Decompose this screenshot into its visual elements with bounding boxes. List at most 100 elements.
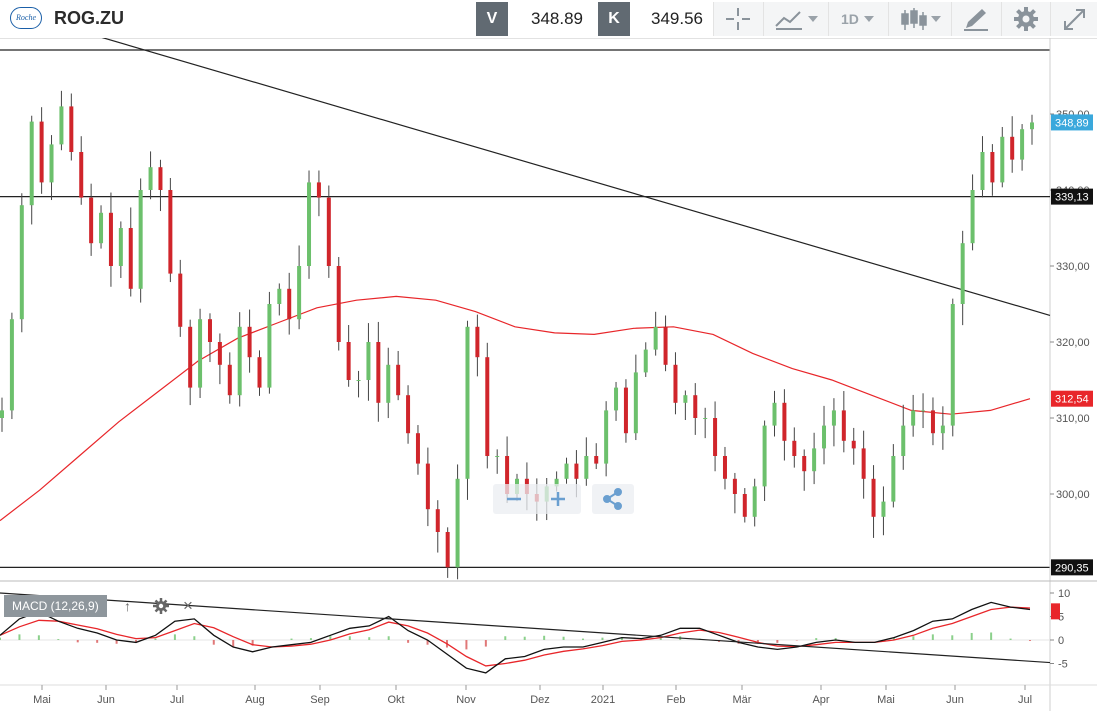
candle-body: [1010, 136, 1015, 160]
y-tick-label: 300,00: [1056, 489, 1090, 501]
macd-line: [0, 601, 1031, 674]
candle-body: [207, 319, 212, 342]
draw-tools-button[interactable]: [951, 2, 1001, 36]
candle-body: [1030, 122, 1034, 130]
macd-move-up-button[interactable]: ↑: [124, 598, 131, 614]
candle-body: [0, 410, 4, 418]
macd-trendline: [0, 592, 1051, 664]
candle-body: [198, 319, 203, 388]
last-price-label-bg: [1051, 114, 1093, 131]
share-button[interactable]: [592, 484, 634, 514]
candle-body: [950, 304, 955, 426]
candle-body: [495, 456, 500, 457]
bid-price-box[interactable]: V 348.89: [476, 2, 589, 36]
candle-body: [891, 456, 896, 502]
macd-close-button[interactable]: ×: [183, 596, 193, 615]
candle-body: [89, 197, 94, 244]
expand-icon: [1064, 9, 1085, 30]
candle-body: [326, 197, 331, 266]
gear-icon: [1014, 7, 1038, 31]
x-tick-label: Okt: [387, 694, 404, 706]
ma-value-label: 312,54: [1055, 394, 1089, 406]
zoom-out-icon[interactable]: [493, 484, 581, 514]
candle-body: [604, 410, 609, 464]
macd-settings-button[interactable]: [152, 595, 170, 623]
candle-body: [564, 463, 569, 479]
candle-body: [415, 433, 420, 464]
x-tick-label: Jul: [170, 694, 184, 706]
macd-y-tick-label: -5: [1058, 659, 1068, 671]
x-tick-label: Aug: [245, 694, 265, 706]
crosshair-button[interactable]: [713, 2, 763, 36]
candle-body: [336, 266, 341, 342]
bid-tag: V: [476, 2, 508, 36]
candle-body: [247, 326, 252, 358]
candle-body: [822, 425, 827, 449]
ask-tag: K: [598, 2, 630, 36]
ma-value-label-bg: [1051, 390, 1093, 407]
candle-body: [307, 182, 312, 266]
candle-body: [59, 106, 64, 145]
ask-value: 349.56: [651, 9, 703, 28]
candle-body: [802, 456, 807, 472]
candle-body: [930, 410, 935, 434]
candle-body: [29, 121, 34, 206]
candle-body: [881, 501, 886, 517]
x-tick-label: 2021: [591, 694, 615, 706]
candle-body: [713, 418, 718, 456]
candle-body: [138, 190, 143, 289]
candle-body: [227, 364, 232, 396]
candle-body: [257, 357, 262, 388]
candle-body: [277, 288, 282, 304]
x-tick-label: Mär: [733, 694, 752, 706]
y-tick-label: 330,00: [1056, 261, 1090, 273]
support-label: 290,35: [1055, 562, 1089, 574]
candle-body: [128, 228, 133, 289]
fullscreen-button[interactable]: [1050, 2, 1097, 36]
candle-body: [1020, 129, 1025, 160]
macd-indicator-label[interactable]: MACD (12,26,9): [4, 595, 107, 617]
candle-body: [871, 478, 876, 517]
candle-body: [752, 486, 757, 517]
candle-body: [722, 456, 727, 479]
candle-body: [623, 387, 628, 434]
candle-body: [425, 463, 430, 510]
candle-body: [158, 167, 163, 190]
candle-body: [732, 478, 737, 494]
candle-body: [445, 532, 450, 568]
candle-body: [782, 402, 787, 441]
x-tick-label: Feb: [667, 694, 686, 706]
candle-body: [643, 349, 648, 373]
candle-body: [396, 364, 401, 396]
price-chart[interactable]: 300,00310,00320,00330,00340,00350,00MaiJ…: [0, 38, 1097, 711]
candle-body: [831, 410, 836, 426]
candle-body: [584, 456, 589, 479]
settings-button[interactable]: [1001, 2, 1050, 36]
candle-body: [703, 418, 708, 419]
x-tick-label: Nov: [456, 694, 476, 706]
x-tick-label: Mai: [33, 694, 51, 706]
y-tick-label: 310,00: [1056, 413, 1090, 425]
candle-body: [554, 478, 559, 487]
candle-body: [79, 152, 84, 198]
roche-logo: Roche: [10, 7, 42, 29]
candle-body: [792, 440, 797, 456]
candle-style-button[interactable]: [888, 2, 951, 36]
macd-y-tick-label: 0: [1058, 635, 1064, 647]
bid-value: 348.89: [531, 9, 583, 28]
candle-body: [742, 494, 747, 517]
ask-price-box[interactable]: K 349.56: [598, 2, 710, 36]
candle-body: [316, 182, 321, 198]
candle-body: [812, 448, 817, 472]
interval-button[interactable]: 1D: [828, 2, 888, 36]
chart-type-button[interactable]: [763, 2, 828, 36]
candle-body: [9, 319, 14, 411]
candle-body: [970, 190, 975, 244]
interval-label: 1D: [841, 11, 859, 27]
candle-body: [406, 395, 411, 434]
macd-y-tick-label: 5: [1058, 612, 1064, 624]
candle-body: [435, 509, 440, 532]
x-tick-label: Mai: [877, 694, 895, 706]
macd-last-value-marker: [1051, 603, 1060, 620]
candle-body: [366, 342, 371, 380]
